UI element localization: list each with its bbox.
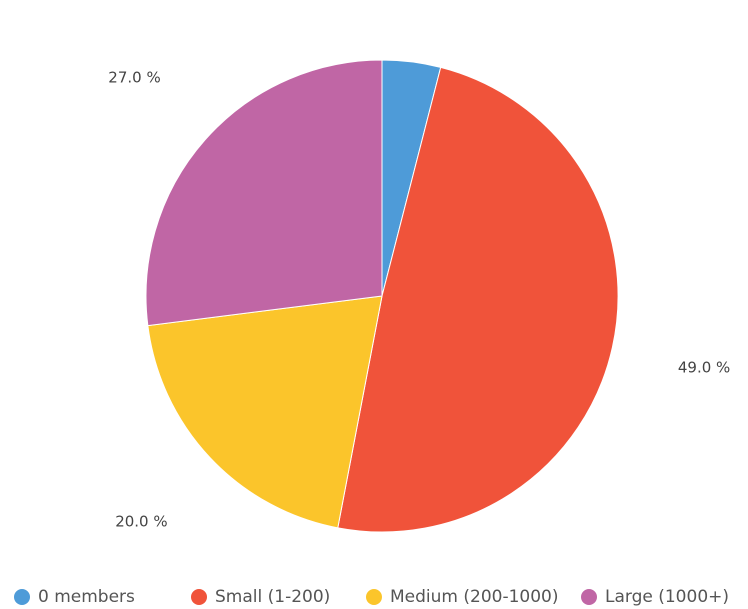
legend-label: Small (1-200) xyxy=(215,587,330,607)
pie-slice-1[interactable] xyxy=(337,66,619,533)
legend-item[interactable]: Medium (200-1000) xyxy=(366,587,559,607)
legend-item[interactable]: Large (1000+) xyxy=(581,587,729,607)
pie-slice-3[interactable] xyxy=(145,59,383,327)
legend-swatch xyxy=(366,589,382,605)
slice-value-label: 49.0 % xyxy=(678,359,730,377)
legend-swatch xyxy=(14,589,30,605)
legend-swatch xyxy=(191,589,207,605)
legend-label: Large (1000+) xyxy=(605,587,729,607)
legend-label: 0 members xyxy=(38,587,135,607)
legend-item[interactable]: Small (1-200) xyxy=(191,587,330,607)
slice-labels: 4.0 %49.0 %20.0 %27.0 % xyxy=(108,68,730,530)
legend-label: Medium (200-1000) xyxy=(390,587,559,607)
legend-item[interactable]: 0 members xyxy=(14,587,135,607)
pie-slices xyxy=(145,59,619,533)
slice-value-label: 20.0 % xyxy=(115,512,167,530)
pie-slice-2[interactable] xyxy=(147,295,383,529)
legend-swatch xyxy=(581,589,597,605)
slice-value-label: 27.0 % xyxy=(108,68,160,86)
chart-legend: 0 members Small (1-200) Medium (200-1000) L… xyxy=(14,587,729,607)
